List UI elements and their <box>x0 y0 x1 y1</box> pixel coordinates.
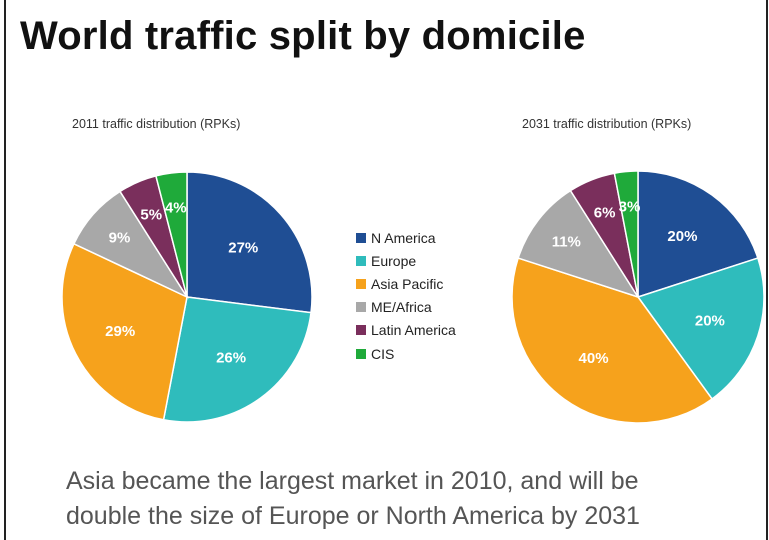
pie-slice-n-america <box>186 171 313 314</box>
pie-label-me-africa: 9% <box>109 229 131 246</box>
pie-slice-europe <box>636 257 765 400</box>
pie-slice-me-africa <box>517 189 640 299</box>
legend-item-me-africa: ME/Africa <box>356 296 456 319</box>
legend-label: Latin America <box>371 322 456 339</box>
footer-line-1: Asia became the largest market in 2010, … <box>66 467 639 495</box>
pie-label-europe: 20% <box>695 312 725 329</box>
slide-title: World traffic split by domicile <box>20 14 586 58</box>
pie-slice-cis <box>155 171 188 298</box>
chart-title-2031: 2031 traffic distribution (RPKs) <box>522 117 692 131</box>
legend-label: CIS <box>371 345 395 362</box>
legend-item-cis: CIS <box>356 342 456 365</box>
legend-item-asia-pacific: Asia Pacific <box>356 272 456 295</box>
pie-slice-cis <box>613 170 639 298</box>
legend-swatch <box>356 302 366 313</box>
slide-frame <box>4 0 768 540</box>
legend-swatch <box>356 255 366 266</box>
chart-title-2011: 2011 traffic distribution (RPKs) <box>72 117 241 131</box>
legend-label: Asia Pacific <box>371 275 444 292</box>
legend-swatch <box>356 348 366 359</box>
legend-label: Europe <box>371 252 417 269</box>
pie-label-asia-pacific: 29% <box>105 323 135 340</box>
legend-label: ME/Africa <box>371 299 432 316</box>
legend-item-europe: Europe <box>356 249 456 272</box>
pie-label-cis: 4% <box>165 200 187 217</box>
legend-item-latin-america: Latin America <box>356 319 456 342</box>
pie-label-asia-pacific: 40% <box>579 350 609 367</box>
footer-line-2: double the size of Europe or North Ameri… <box>66 502 640 530</box>
pie-label-n-america: 27% <box>228 239 258 256</box>
legend-swatch <box>356 325 366 336</box>
pie-label-latin-america: 6% <box>594 205 616 222</box>
pie-slice-asia-pacific <box>61 242 188 421</box>
legend-swatch <box>356 232 366 243</box>
pie-slice-asia-pacific <box>511 257 714 424</box>
pie-label-latin-america: 5% <box>140 206 162 223</box>
pie-label-europe: 26% <box>216 350 246 367</box>
pie-slice-n-america <box>637 170 759 299</box>
pie-slice-europe <box>162 296 312 423</box>
legend: N America Europe Asia Pacific ME/Africa … <box>356 226 456 365</box>
legend-swatch <box>356 278 366 289</box>
pie-label-n-america: 20% <box>667 228 697 245</box>
footer-text: Asia became the largest market in 2010, … <box>66 464 640 534</box>
pie-label-cis: 3% <box>619 199 641 216</box>
pie-label-me-africa: 11% <box>552 233 581 250</box>
legend-item-n-america: N America <box>356 226 456 249</box>
legend-label: N America <box>371 229 436 246</box>
